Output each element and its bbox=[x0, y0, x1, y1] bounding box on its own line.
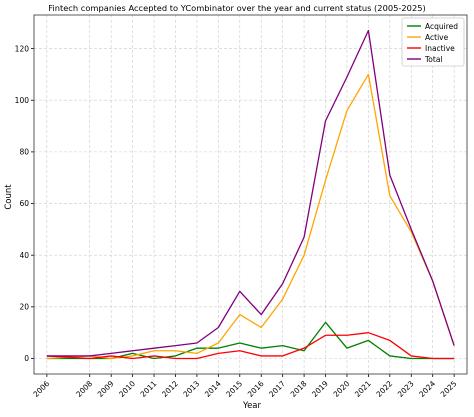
series-line-total bbox=[46, 29, 455, 357]
legend-label-total: Total bbox=[424, 55, 443, 64]
y-tick-label: 120 bbox=[15, 44, 30, 53]
series-line-inactive bbox=[46, 332, 455, 360]
series-lines bbox=[46, 29, 455, 360]
y-axis-label: Count bbox=[4, 184, 14, 210]
chart-title: Fintech companies Accepted to YCombinato… bbox=[48, 3, 426, 13]
y-tick-label: 40 bbox=[19, 251, 29, 260]
y-tick-label: 80 bbox=[19, 148, 29, 157]
y-tick-label: 0 bbox=[24, 354, 29, 363]
legend-label-active: Active bbox=[425, 33, 449, 42]
series-line-acquired bbox=[46, 321, 455, 360]
legend-label-acquired: Acquired bbox=[425, 22, 458, 31]
y-tick-label: 20 bbox=[19, 303, 29, 312]
y-tick-label: 100 bbox=[15, 96, 30, 105]
y-tick-label: 60 bbox=[19, 199, 29, 208]
plot-frame bbox=[33, 14, 468, 375]
legend: Acquired Active Inactive Total bbox=[401, 17, 465, 67]
legend-label-inactive: Inactive bbox=[425, 44, 455, 53]
series-line-active bbox=[46, 73, 455, 360]
x-axis-label: Year bbox=[242, 401, 262, 411]
legend-box bbox=[401, 17, 465, 67]
